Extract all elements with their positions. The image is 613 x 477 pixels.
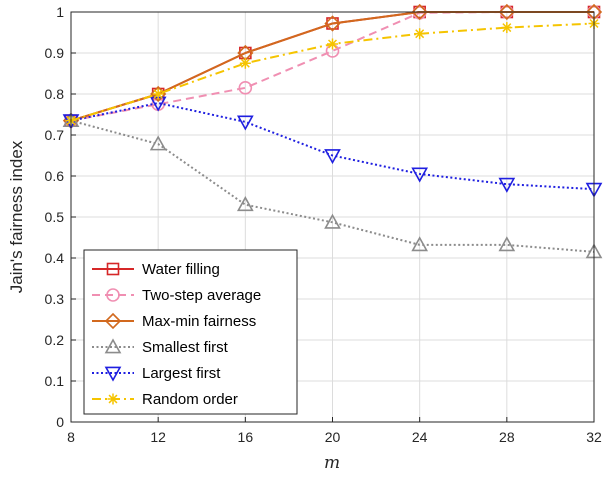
legend-box (83, 249, 298, 415)
y-tick-label: 0.4 (45, 250, 65, 266)
y-tick-label: 0.3 (45, 291, 65, 307)
marker-asterisk (107, 393, 119, 405)
x-tick-label: 16 (238, 429, 254, 445)
y-tick-label: 0.2 (45, 332, 65, 348)
legend-item: Largest first (92, 365, 221, 382)
x-tick-label: 20 (325, 429, 341, 445)
legend-item: Random order (92, 391, 238, 408)
y-tick-label: 0.8 (45, 86, 65, 102)
marker-diamond (104, 312, 122, 330)
legend-label: Two-step average (142, 287, 261, 304)
y-tick-label: 0.1 (45, 373, 65, 389)
y-tick-label: 0 (56, 414, 64, 430)
x-tick-label: 32 (586, 429, 602, 445)
series-line (70, 102, 595, 191)
legend-label: Water filling (142, 261, 220, 278)
marker-square (106, 262, 120, 276)
x-axis-label: m (324, 453, 340, 473)
y-axis-label: Jain's fairness index (7, 140, 26, 293)
marker-triangle-up (411, 236, 429, 252)
marker-triangle-down (498, 177, 516, 193)
marker-triangle-up (236, 196, 254, 212)
marker-triangle-up (149, 135, 167, 151)
legend-label: Random order (142, 391, 238, 408)
marker-asterisk (327, 38, 338, 50)
ticks: 8 12 16 20 24 28 32 0 0.1 0.2 0.3 0.4 0.5 0.6 0.7 0.8 0.… (45, 4, 602, 445)
y-tick-label: 1 (56, 4, 64, 20)
marker-diamond (498, 3, 515, 21)
marker-triangle-up (104, 338, 122, 354)
x-tick-label: 28 (499, 429, 515, 445)
marker-triangle-down (104, 366, 122, 382)
marker-asterisk (414, 28, 426, 40)
y-tick-label: 0.7 (45, 127, 65, 143)
marker-triangle-up (498, 236, 516, 252)
marker-diamond (411, 3, 428, 21)
series-line (70, 119, 595, 253)
legend-item: Smallest first (92, 338, 229, 356)
y-tick-label: 0.6 (45, 168, 65, 184)
marker-circle (238, 81, 253, 95)
x-tick-label: 24 (412, 429, 428, 445)
legend-label: Smallest first (142, 339, 229, 356)
marker-triangle-down (236, 115, 254, 131)
marker-asterisk (239, 57, 251, 69)
legend-item: Max-min fairness (92, 312, 256, 330)
legend: Water filling Two-step average Max-min fai… (83, 249, 298, 415)
marker-triangle-down (324, 149, 341, 165)
legend-label: Max-min fairness (142, 313, 256, 330)
marker-diamond (324, 15, 341, 32)
x-tick-label: 8 (67, 429, 75, 445)
marker-triangle-down (411, 167, 429, 183)
marker-asterisk (152, 88, 164, 100)
marker-circle (106, 288, 120, 302)
marker-triangle-up (324, 213, 341, 229)
y-tick-label: 0.9 (45, 45, 65, 61)
series-random-order (65, 17, 600, 127)
legend-item: Water filling (92, 261, 220, 278)
marker-asterisk (501, 22, 513, 34)
x-tick-label: 12 (150, 429, 166, 445)
legend-item: Two-step average (92, 287, 261, 304)
legend-label: Largest first (142, 365, 221, 382)
y-tick-label: 0.5 (45, 209, 65, 225)
